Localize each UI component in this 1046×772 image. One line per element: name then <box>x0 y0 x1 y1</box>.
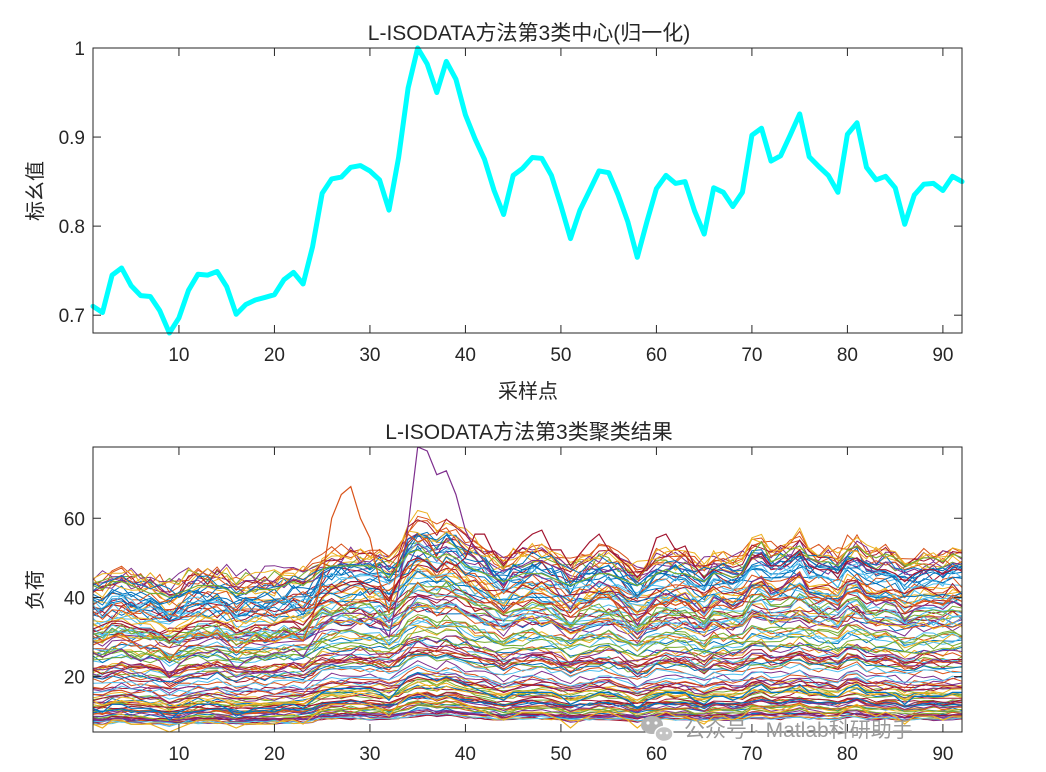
chart-2-title: L-ISODATA方法第3类聚类结果 <box>385 421 672 444</box>
cluster-series-line <box>93 629 962 663</box>
x-tick-label: 70 <box>741 345 762 366</box>
cluster-series-line <box>93 655 962 691</box>
cluster-highlight-line <box>93 671 962 721</box>
cluster-series-line <box>93 712 962 726</box>
chart-1-ticks: 10 20 30 40 50 60 70 80 90 0.7 0.8 0.9 1 <box>59 39 962 366</box>
cluster-series-line <box>93 653 962 684</box>
cluster-series-line <box>93 597 962 645</box>
watermark-text: 公众号 · Matlab科研助手 <box>684 719 913 742</box>
cluster-series-line <box>93 692 962 709</box>
cluster-highlight-line <box>93 447 962 678</box>
cluster-highlight-line <box>93 529 962 642</box>
x-tick-label: 40 <box>455 345 476 366</box>
x-tick-label: 30 <box>359 345 380 366</box>
y-tick-label: 0.9 <box>59 128 85 149</box>
cluster-series-line <box>93 588 962 623</box>
cluster-series-line <box>93 531 962 620</box>
x-tick-label: 30 <box>359 744 380 765</box>
chart-1-ylabel: 标幺值 <box>23 161 47 221</box>
x-tick-label: 10 <box>168 744 189 765</box>
cluster-series-line <box>93 676 962 704</box>
y-tick-label: 0.8 <box>59 217 85 238</box>
chart-1-center: L-ISODATA方法第3类中心(归一化) 10 20 30 40 50 60 70 80 90… <box>23 22 965 403</box>
cluster-series-line <box>93 640 962 683</box>
cluster-highlight-line <box>93 691 962 732</box>
chart-1-plot-area <box>90 45 965 336</box>
watermark: 公众号 · Matlab科研助手 <box>641 716 913 743</box>
x-tick-label: 10 <box>168 345 189 366</box>
cluster-highlight-line <box>93 540 962 599</box>
chart-2-plot-area <box>93 447 962 732</box>
x-tick-label: 20 <box>264 744 285 765</box>
chart-2-clusters: L-ISODATA方法第3类聚类结果 10 20 30 40 50 60 70 80 90 20 4… <box>23 421 963 765</box>
y-tick-label: 40 <box>64 588 85 609</box>
x-tick-label: 70 <box>741 744 762 765</box>
x-tick-label: 60 <box>646 744 667 765</box>
cluster-series-line <box>93 554 962 606</box>
x-tick-label: 20 <box>264 345 285 366</box>
x-tick-label: 50 <box>550 744 571 765</box>
wechat-logo-icon <box>641 716 674 743</box>
cluster-series-line <box>93 581 962 620</box>
cluster-series-line <box>93 639 962 679</box>
chart-1-xlabel: 采样点 <box>498 379 558 403</box>
cluster-lines <box>93 447 962 732</box>
chart-2-axes-box <box>92 446 963 733</box>
cluster-series-line <box>93 664 962 697</box>
cluster-series-line <box>93 713 962 725</box>
cluster-series-line <box>93 543 962 597</box>
cluster-series-line <box>93 554 962 633</box>
y-tick-label: 1 <box>74 39 85 60</box>
y-tick-label: 20 <box>64 668 85 689</box>
cluster-series-line <box>93 695 962 715</box>
center-series-line <box>90 45 965 336</box>
x-tick-label: 80 <box>837 744 858 765</box>
chart-1-title: L-ISODATA方法第3类中心(归一化) <box>368 22 690 45</box>
y-tick-label: 60 <box>64 509 85 530</box>
cluster-series-line <box>93 635 962 664</box>
x-tick-label: 60 <box>646 345 667 366</box>
cluster-series-line <box>93 660 962 694</box>
x-tick-label: 90 <box>932 345 953 366</box>
cluster-series-line <box>93 532 962 617</box>
cluster-series-line <box>93 635 962 674</box>
x-tick-label: 40 <box>455 744 476 765</box>
cluster-series-line <box>93 580 962 642</box>
cluster-series-line <box>93 582 962 646</box>
chart-1-axes-box <box>92 47 963 334</box>
cluster-series-line <box>93 530 962 587</box>
cluster-highlight-line <box>93 485 962 662</box>
cluster-series-line <box>93 693 962 719</box>
x-tick-label: 50 <box>550 345 571 366</box>
x-tick-label: 90 <box>932 744 953 765</box>
cluster-series-line <box>93 518 962 596</box>
cluster-series-line <box>93 710 962 723</box>
x-tick-label: 80 <box>837 345 858 366</box>
cluster-series-line <box>93 710 962 722</box>
chart-2-ylabel: 负荷 <box>23 570 47 610</box>
cluster-series-line <box>93 570 962 622</box>
y-tick-label: 0.7 <box>59 306 85 327</box>
chart-2-ticks: 10 20 30 40 50 60 70 80 90 20 40 60 <box>64 447 962 765</box>
cluster-series-line <box>93 616 962 657</box>
